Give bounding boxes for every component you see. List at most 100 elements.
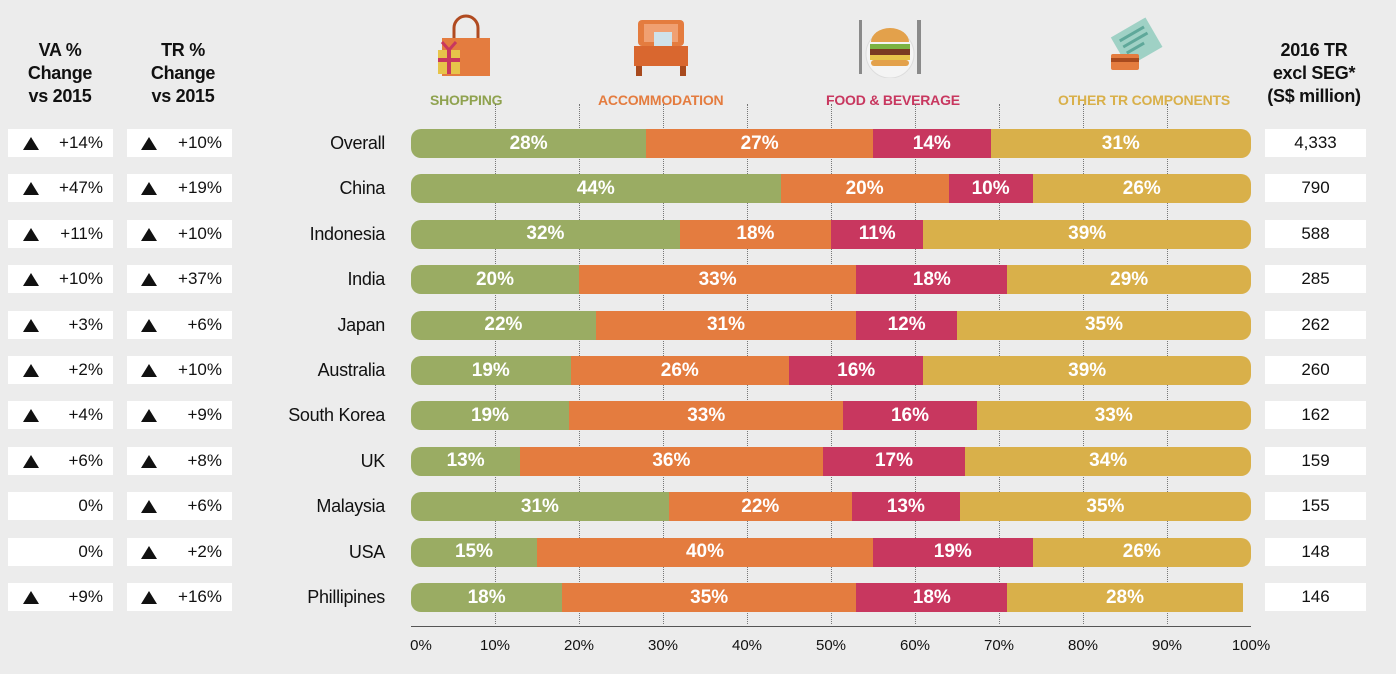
x-tick-label: 50% bbox=[815, 637, 847, 654]
bar-segment: 26% bbox=[570, 356, 789, 385]
stacked-bar: 18% 35% 18% 28% bbox=[411, 583, 1251, 612]
bar-segment: 35% bbox=[959, 492, 1251, 522]
up-triangle-icon bbox=[141, 545, 157, 559]
va-change-header: VA % Change vs 2015 bbox=[27, 40, 93, 106]
x-tick-label: 10% bbox=[479, 637, 511, 654]
va-change-cell: +3% bbox=[8, 310, 113, 339]
tr-change-cell: +6% bbox=[127, 310, 232, 339]
x-axis-line bbox=[411, 626, 1251, 627]
va-change-value: 0% bbox=[78, 541, 103, 561]
total-tr-value: 146 bbox=[1265, 583, 1366, 611]
tr-change-cell: +2% bbox=[127, 537, 232, 566]
bar-segment: 33% bbox=[569, 401, 844, 431]
stacked-bar: 13% 36% 17% 34% bbox=[411, 446, 1251, 476]
bar-segment: 19% bbox=[411, 356, 571, 385]
up-triangle-icon bbox=[141, 364, 157, 377]
up-triangle-icon bbox=[141, 454, 157, 468]
tr-change-value: +8% bbox=[187, 450, 223, 470]
tr-change-value: +16% bbox=[178, 587, 222, 606]
tr-change-value: +10% bbox=[178, 133, 222, 152]
va-change-cell: +4% bbox=[8, 401, 113, 430]
legend-shopping: SHOPPING bbox=[430, 92, 503, 108]
va-change-cell: 0% bbox=[8, 537, 113, 566]
category-label: India bbox=[347, 269, 385, 290]
legend-other-tr: OTHER TR COMPONENTS bbox=[1058, 92, 1230, 108]
tr-change-value: +9% bbox=[187, 405, 223, 425]
bar-segment: 32% bbox=[411, 219, 680, 249]
total-tr-header: 2016 TR excl SEG* (S$ million) bbox=[1267, 40, 1361, 106]
category-label: Indonesia bbox=[309, 223, 386, 244]
tr-change-value: +10% bbox=[178, 223, 222, 243]
va-change-cell: +14% bbox=[8, 129, 113, 157]
bar-segment: 29% bbox=[1007, 265, 1251, 295]
stacked-bar: 44% 20% 10% 26% bbox=[411, 174, 1251, 204]
total-tr-value: 285 bbox=[1265, 265, 1366, 294]
bed-icon bbox=[634, 20, 688, 76]
stacked-bar: 28% 27% 14% 31% bbox=[411, 129, 1251, 158]
total-tr-value: 155 bbox=[1265, 492, 1366, 521]
bar-segment: 35% bbox=[562, 583, 857, 612]
category-label: Malaysia bbox=[316, 496, 385, 517]
x-tick-label: 40% bbox=[731, 637, 763, 654]
va-change-value: +6% bbox=[68, 450, 104, 470]
up-triangle-icon bbox=[23, 318, 39, 332]
up-triangle-icon bbox=[23, 454, 39, 468]
bar-segment: 16% bbox=[843, 401, 977, 431]
bar-segment: 19% bbox=[873, 537, 1033, 567]
total-tr-value: 148 bbox=[1265, 537, 1366, 566]
up-triangle-icon bbox=[141, 500, 157, 514]
bar-segment: 35% bbox=[956, 310, 1251, 340]
bar-segment: 39% bbox=[923, 219, 1251, 249]
category-label: USA bbox=[348, 541, 385, 562]
tr-change-value: +10% bbox=[178, 360, 222, 379]
va-change-value: +14% bbox=[59, 133, 103, 152]
va-change-value: +47% bbox=[59, 178, 103, 198]
x-tick-label: 70% bbox=[983, 637, 1015, 654]
total-tr-value: 790 bbox=[1265, 174, 1366, 203]
va-change-value: +4% bbox=[68, 405, 104, 425]
bar-segment: 17% bbox=[822, 446, 966, 476]
tr-change-cell: +8% bbox=[127, 446, 232, 475]
total-tr-value: 159 bbox=[1265, 446, 1366, 475]
total-tr-value: 4,333 bbox=[1265, 129, 1366, 157]
va-change-value: +10% bbox=[59, 269, 103, 289]
va-change-cell: +10% bbox=[8, 265, 113, 294]
tr-change-cell: +37% bbox=[127, 265, 232, 294]
bar-segment: 26% bbox=[1032, 174, 1251, 204]
stacked-bar: 31% 22% 13% 35% bbox=[411, 492, 1251, 522]
up-triangle-icon bbox=[141, 182, 157, 196]
bar-segment: 11% bbox=[830, 219, 924, 249]
bar-segment: 31% bbox=[595, 310, 857, 340]
up-triangle-icon bbox=[141, 409, 157, 423]
bar-segment: 44% bbox=[411, 174, 781, 204]
bar-segment: 28% bbox=[1007, 583, 1243, 612]
tr-change-cell: +6% bbox=[127, 492, 232, 521]
receipt-icon bbox=[1110, 17, 1163, 70]
bar-segment: 18% bbox=[411, 583, 563, 612]
va-change-value: +2% bbox=[68, 360, 104, 379]
up-triangle-icon bbox=[141, 273, 157, 287]
va-change-cell: +2% bbox=[8, 356, 113, 384]
x-tick-label: 90% bbox=[1151, 637, 1183, 654]
tr-change-cell: +10% bbox=[127, 129, 232, 157]
bar-segment: 40% bbox=[537, 537, 873, 567]
up-triangle-icon bbox=[23, 182, 39, 196]
x-tick-label: 20% bbox=[563, 637, 595, 654]
bar-segment: 15% bbox=[411, 537, 537, 567]
bar-segment: 13% bbox=[411, 446, 521, 476]
bar-segment: 18% bbox=[856, 583, 1008, 612]
stacked-bar: 19% 33% 16% 33% bbox=[411, 401, 1251, 431]
bar-segment: 16% bbox=[788, 356, 924, 385]
legend-food-beverage: FOOD & BEVERAGE bbox=[826, 92, 960, 108]
bar-segment: 12% bbox=[856, 310, 957, 340]
up-triangle-icon bbox=[141, 318, 157, 332]
bar-segment: 31% bbox=[411, 492, 669, 522]
bar-segment: 26% bbox=[1032, 537, 1251, 567]
tr-change-value: +19% bbox=[178, 178, 222, 198]
up-triangle-icon bbox=[23, 409, 39, 423]
va-change-cell: +47% bbox=[8, 174, 113, 203]
category-label: China bbox=[339, 178, 385, 199]
bar-segment: 31% bbox=[990, 129, 1251, 158]
va-change-value: +3% bbox=[68, 314, 104, 334]
x-tick-label: 100% bbox=[1231, 637, 1271, 654]
